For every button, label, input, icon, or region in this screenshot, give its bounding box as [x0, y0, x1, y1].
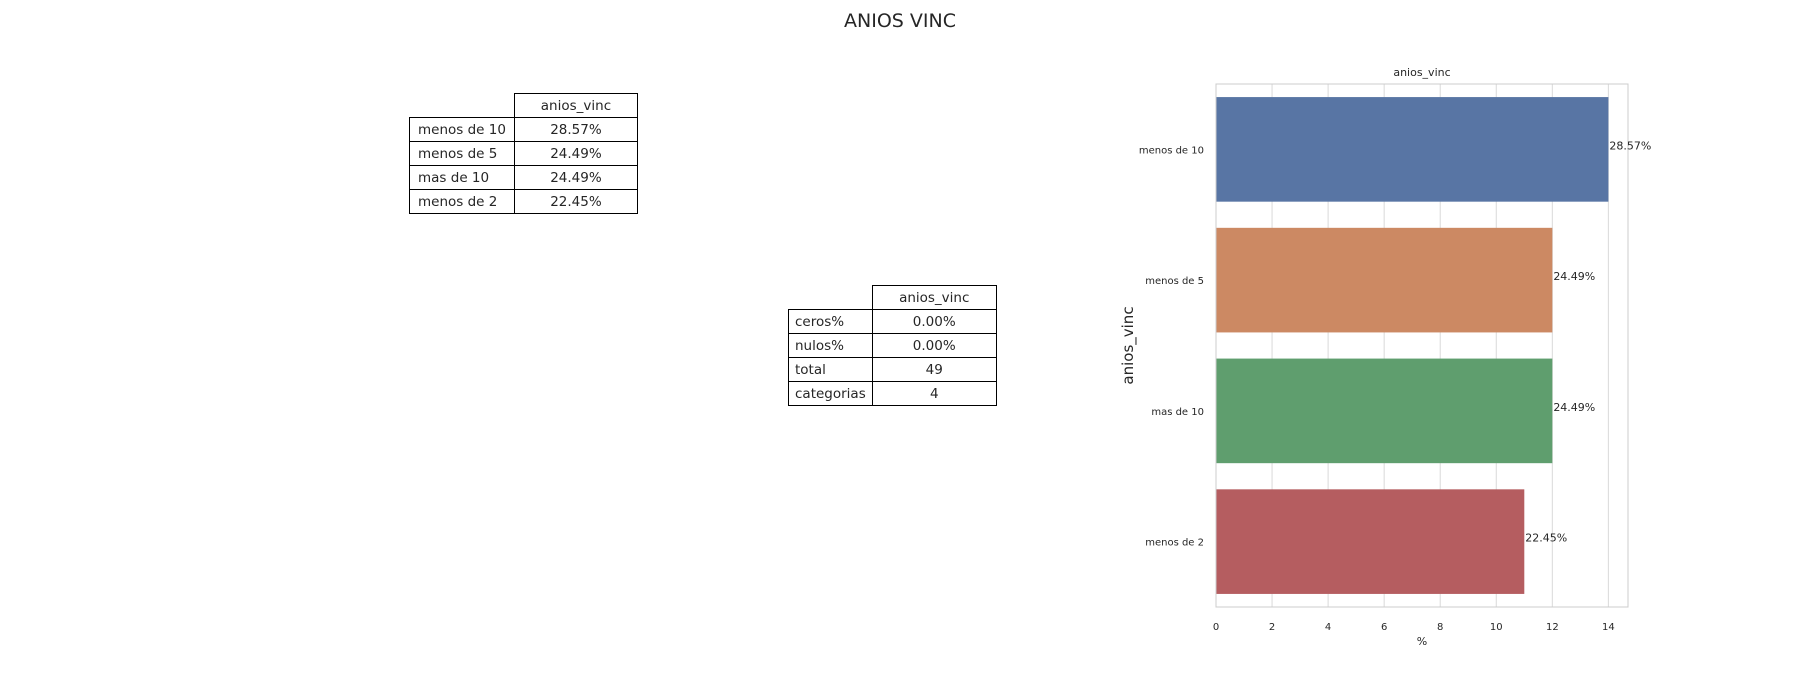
x-tick-label: 2 — [1269, 622, 1275, 633]
data-label: 24.49% — [1553, 270, 1595, 283]
row-value: 49 — [871, 357, 997, 382]
row-value: 24.49% — [513, 165, 638, 190]
x-tick-label: 10 — [1490, 622, 1503, 633]
table-row: categorias 4 — [788, 381, 997, 406]
x-axis-label: % — [1417, 635, 1427, 648]
bar — [1216, 227, 1553, 333]
row-value: 28.57% — [513, 117, 638, 142]
table-header-row: anios_vinc — [410, 93, 638, 118]
y-tick-label: mas de 10 — [1151, 407, 1204, 418]
chart-bars — [1216, 97, 1609, 594]
x-tick-label: 4 — [1325, 622, 1331, 633]
row-value: 0.00% — [871, 333, 997, 358]
chart-title: anios_vinc — [1393, 66, 1450, 79]
row-label: menos de 5 — [409, 141, 515, 166]
table-column-header: anios_vinc — [871, 285, 997, 310]
chart-labels: 0 2 4 6 8 10 12 14 menos de 10 28.57% menos de 5 24… — [1139, 139, 1651, 633]
plot-area-frame — [1215, 83, 1629, 608]
y-axis-label: anios_vinc — [1119, 306, 1138, 384]
row-label: categorias — [788, 381, 873, 406]
x-tick-label: 14 — [1602, 622, 1615, 633]
bar — [1216, 358, 1553, 464]
x-tick-label: 6 — [1381, 622, 1387, 633]
y-tick-label: menos de 2 — [1145, 538, 1204, 549]
table-row: ceros% 0.00% — [788, 309, 997, 334]
table-row: menos de 2 22.45% — [409, 189, 638, 214]
x-tick-label: 8 — [1437, 622, 1443, 633]
row-value: 22.45% — [513, 189, 638, 214]
y-tick-label: menos de 10 — [1139, 145, 1204, 156]
x-tick-label: 12 — [1546, 622, 1559, 633]
table-row: menos de 10 28.57% — [409, 117, 638, 142]
table-row: total 49 — [788, 357, 997, 382]
row-label: menos de 10 — [409, 117, 515, 142]
frequency-table: anios_vinc menos de 10 28.57% menos de 5… — [409, 93, 638, 214]
y-tick-label: menos de 5 — [1145, 276, 1204, 287]
row-value: 4 — [871, 381, 997, 406]
table-column-header: anios_vinc — [513, 93, 638, 118]
data-label: 22.45% — [1525, 532, 1567, 545]
summary-table: anios_vinc ceros% 0.00% nulos% 0.00% tot… — [788, 285, 997, 406]
row-value: 0.00% — [871, 309, 997, 334]
table-row: menos de 5 24.49% — [409, 141, 638, 166]
table-row: mas de 10 24.49% — [409, 165, 638, 190]
bar — [1216, 489, 1525, 594]
row-label: menos de 2 — [409, 189, 515, 214]
x-tick-label: 0 — [1213, 622, 1219, 633]
row-label: ceros% — [788, 309, 873, 334]
bar — [1216, 97, 1609, 202]
table-header-row: anios_vinc — [789, 285, 997, 310]
figure-title: ANIOS VINC — [844, 10, 956, 32]
data-label: 24.49% — [1553, 401, 1595, 414]
data-label: 28.57% — [1609, 139, 1651, 152]
